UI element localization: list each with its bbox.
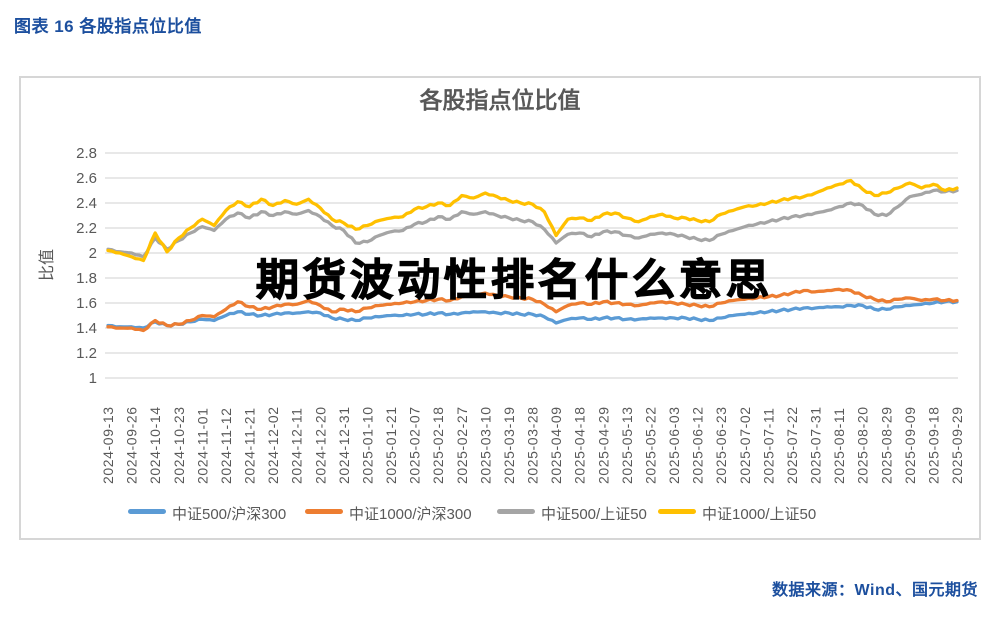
series-line-3 bbox=[106, 178, 959, 263]
x-tick-label: 2024-09-13 bbox=[100, 406, 116, 484]
x-tick-label: 2025-03-19 bbox=[501, 406, 517, 484]
x-tick-label: 2025-07-31 bbox=[808, 406, 824, 484]
x-tick-label: 2024-12-11 bbox=[289, 407, 305, 484]
y-axis-ticks: 1 1.2 1.4 1.6 1.8 2 2.2 2.4 2.6 2.8 bbox=[76, 145, 97, 387]
y-tick-label: 1.4 bbox=[76, 320, 97, 337]
x-tick-label: 2024-12-31 bbox=[336, 406, 352, 484]
x-tick-label: 2025-04-18 bbox=[572, 406, 588, 484]
x-tick-label: 2025-08-11 bbox=[831, 407, 847, 484]
x-tick-label: 2025-05-13 bbox=[619, 406, 635, 484]
x-tick-label: 2025-04-29 bbox=[595, 406, 611, 484]
series-line-2 bbox=[106, 188, 959, 259]
x-tick-label: 2025-01-21 bbox=[383, 406, 399, 484]
y-tick-label: 2.6 bbox=[76, 170, 97, 187]
y-tick-label: 1.8 bbox=[76, 270, 97, 287]
x-tick-label: 2025-02-18 bbox=[430, 406, 446, 484]
legend-item-0: 中证500/沪深300 bbox=[128, 506, 286, 523]
y-tick-label: 1.6 bbox=[76, 295, 97, 312]
legend: 中证500/沪深300 中证1000/沪深300 中证500/上证50 中证1000/… bbox=[128, 506, 816, 523]
x-tick-label: 2025-02-27 bbox=[454, 406, 470, 484]
y-tick-label: 2.8 bbox=[76, 145, 97, 162]
legend-label: 中证500/沪深300 bbox=[172, 506, 286, 523]
y-tick-label: 2.2 bbox=[76, 220, 97, 237]
y-axis-title: 比值 bbox=[38, 249, 56, 281]
page-title: 图表 16 各股指点位比值 bbox=[14, 17, 202, 36]
x-tick-label: 2025-07-02 bbox=[737, 406, 753, 484]
x-tick-label: 2025-07-11 bbox=[760, 407, 776, 484]
x-tick-label: 2024-11-01 bbox=[194, 407, 210, 484]
series-line-1 bbox=[106, 287, 959, 333]
x-tick-label: 2025-03-10 bbox=[477, 406, 493, 484]
x-tick-label: 2024-12-20 bbox=[312, 406, 328, 484]
y-tick-label: 1 bbox=[89, 370, 97, 387]
x-tick-label: 2025-03-28 bbox=[525, 406, 541, 484]
x-tick-label: 2025-08-20 bbox=[855, 406, 871, 484]
x-tick-label: 2025-01-10 bbox=[359, 406, 375, 484]
chart-title: 各股指点位比值 bbox=[419, 87, 581, 113]
legend-item-3: 中证1000/上证50 bbox=[658, 506, 816, 523]
x-tick-label: 2024-11-21 bbox=[242, 407, 258, 484]
x-tick-label: 2025-06-03 bbox=[666, 406, 682, 484]
x-tick-label: 2024-09-26 bbox=[124, 406, 140, 484]
legend-label: 中证500/上证50 bbox=[541, 506, 647, 523]
x-axis-ticks: 2024-09-13 2024-09-26 2024-10-14 2024-10-23… bbox=[100, 406, 965, 484]
legend-swatch bbox=[305, 509, 343, 514]
legend-item-1: 中证1000/沪深300 bbox=[305, 506, 472, 523]
legend-swatch bbox=[128, 509, 166, 514]
x-tick-label: 2025-09-29 bbox=[949, 406, 965, 484]
x-tick-label: 2024-10-14 bbox=[147, 406, 163, 484]
x-tick-label: 2025-09-09 bbox=[902, 406, 918, 484]
legend-swatch bbox=[497, 509, 535, 514]
x-tick-label: 2025-07-22 bbox=[784, 406, 800, 484]
x-tick-label: 2024-11-12 bbox=[218, 407, 234, 484]
x-tick-label: 2024-12-02 bbox=[265, 406, 281, 484]
x-tick-label: 2025-06-23 bbox=[713, 406, 729, 484]
x-tick-label: 2025-05-22 bbox=[642, 406, 658, 484]
legend-swatch bbox=[658, 509, 696, 514]
y-tick-label: 2 bbox=[89, 245, 97, 262]
x-tick-label: 2025-04-09 bbox=[548, 406, 564, 484]
legend-label: 中证1000/沪深300 bbox=[349, 506, 472, 523]
series-line-0 bbox=[106, 299, 959, 330]
y-tick-label: 1.2 bbox=[76, 345, 97, 362]
data-source-note: 数据来源：Wind、国元期货 bbox=[772, 582, 978, 599]
legend-label: 中证1000/上证50 bbox=[702, 506, 816, 523]
x-tick-label: 2025-06-12 bbox=[690, 406, 706, 484]
x-tick-label: 2024-10-23 bbox=[171, 406, 187, 484]
y-tick-label: 2.4 bbox=[76, 195, 97, 212]
legend-item-2: 中证500/上证50 bbox=[497, 506, 647, 523]
x-tick-label: 2025-09-18 bbox=[925, 406, 941, 484]
x-tick-label: 2025-08-29 bbox=[878, 406, 894, 484]
watermark-text: 期货波动性排名什么意思 bbox=[255, 256, 773, 305]
x-tick-label: 2025-02-07 bbox=[407, 406, 423, 484]
